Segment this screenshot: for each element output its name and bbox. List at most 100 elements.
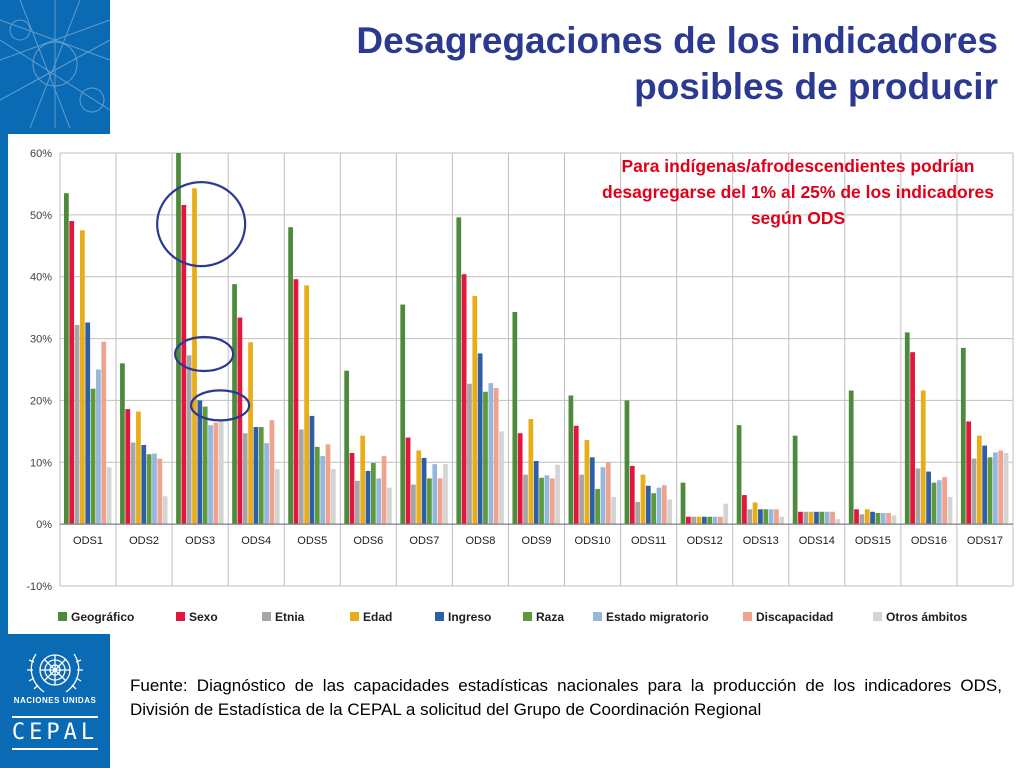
x-tick-label: ODS14 bbox=[799, 535, 835, 547]
bar-ODS3-7 bbox=[213, 422, 219, 525]
bar-ODS9-2 bbox=[523, 474, 528, 525]
x-tick-label: ODS11 bbox=[631, 535, 666, 547]
bar-ODS12-7 bbox=[718, 516, 723, 525]
bar-ODS1-7 bbox=[101, 341, 107, 525]
bar-ODS15-3 bbox=[864, 509, 870, 525]
legend-label: Edad bbox=[363, 610, 392, 624]
bar-ODS4-7 bbox=[269, 420, 275, 525]
bar-ODS16-3 bbox=[920, 390, 926, 525]
bar-ODS8-3 bbox=[472, 295, 478, 525]
bar-ODS3-4 bbox=[197, 400, 203, 525]
bar-ODS10-5 bbox=[595, 488, 600, 525]
bar-ODS2-3 bbox=[136, 411, 141, 525]
legend-swatch bbox=[873, 612, 882, 621]
bar-ODS7-3 bbox=[416, 450, 422, 525]
bar-ODS16-5 bbox=[931, 482, 937, 525]
annotation-text: Para indígenas/afrodescendientes podrían… bbox=[602, 156, 994, 228]
bar-ODS5-0 bbox=[288, 227, 293, 525]
bar-ODS8-7 bbox=[493, 388, 499, 525]
bar-ODS7-2 bbox=[411, 484, 416, 525]
bar-ODS17-6 bbox=[992, 452, 998, 525]
bar-ODS5-6 bbox=[320, 456, 326, 525]
y-tick-label: 0% bbox=[36, 519, 52, 531]
un-emblem-icon bbox=[27, 653, 83, 693]
bar-ODS9-0 bbox=[512, 311, 518, 525]
bar-ODS5-1 bbox=[293, 279, 299, 525]
bar-ODS11-6 bbox=[656, 487, 662, 525]
bar-ODS10-2 bbox=[579, 474, 584, 525]
bar-ODS13-7 bbox=[774, 509, 779, 525]
x-tick-label: ODS1 bbox=[73, 535, 103, 547]
legend-label: Raza bbox=[536, 610, 564, 624]
bar-ODS2-5 bbox=[146, 454, 152, 525]
bar-ODS16-8 bbox=[947, 496, 953, 525]
bar-ODS17-8 bbox=[1003, 453, 1009, 525]
bar-ODS2-2 bbox=[130, 442, 136, 525]
bar-ODS10-8 bbox=[611, 496, 616, 525]
bar-ODS13-4 bbox=[758, 509, 763, 525]
bar-ODS11-8 bbox=[667, 499, 673, 525]
bar-ODS3-0 bbox=[176, 153, 181, 525]
bar-ODS5-4 bbox=[309, 415, 315, 525]
bar-ODS14-6 bbox=[824, 511, 830, 525]
x-tick-label: ODS12 bbox=[687, 535, 723, 547]
page-title: Desagregaciones de los indicadores posib… bbox=[356, 20, 998, 107]
bar-ODS3-2 bbox=[186, 355, 192, 525]
bar-ODS14-7 bbox=[830, 511, 835, 525]
x-tick-label: ODS15 bbox=[855, 535, 891, 547]
bar-ODS8-2 bbox=[467, 383, 472, 525]
bar-ODS3-1 bbox=[181, 204, 187, 525]
bar-ODS14-1 bbox=[798, 511, 803, 525]
bar-ODS17-4 bbox=[982, 445, 988, 525]
bar-ODS4-1 bbox=[237, 317, 243, 525]
bar-ODS12-3 bbox=[696, 516, 702, 525]
bar-ODS9-7 bbox=[549, 478, 555, 525]
bar-ODS1-4 bbox=[85, 322, 91, 525]
bar-ODS6-0 bbox=[344, 370, 350, 525]
y-tick-label: 60% bbox=[30, 148, 52, 160]
bar-ODS13-8 bbox=[779, 516, 785, 525]
bar-ODS5-7 bbox=[325, 444, 331, 525]
bar-ODS16-7 bbox=[942, 477, 948, 525]
bar-ODS12-4 bbox=[702, 516, 707, 525]
bar-ODS14-8 bbox=[835, 519, 841, 525]
bar-ODS7-4 bbox=[421, 457, 427, 525]
bar-ODS15-5 bbox=[875, 513, 881, 525]
bar-ODS16-4 bbox=[926, 471, 931, 525]
bar-ODS13-0 bbox=[736, 425, 742, 525]
x-tick-label: ODS2 bbox=[129, 535, 159, 547]
bar-ODS13-5 bbox=[763, 509, 769, 525]
bar-ODS8-6 bbox=[488, 383, 494, 525]
bar-ODS6-1 bbox=[349, 453, 355, 525]
bar-ODS15-8 bbox=[891, 515, 897, 525]
bar-ODS16-6 bbox=[936, 480, 942, 525]
bar-ODS4-3 bbox=[248, 342, 253, 525]
bar-ODS14-3 bbox=[808, 511, 814, 525]
bar-ODS4-8 bbox=[274, 469, 280, 525]
y-tick-label: 50% bbox=[30, 210, 52, 222]
x-tick-label: ODS8 bbox=[465, 535, 495, 547]
bar-ODS2-6 bbox=[152, 453, 157, 525]
bar-ODS8-5 bbox=[483, 391, 488, 525]
bar-ODS10-6 bbox=[600, 467, 606, 525]
highlight-circle-etnia bbox=[174, 335, 235, 373]
bar-ODS10-1 bbox=[573, 425, 579, 525]
bar-ODS15-2 bbox=[859, 514, 865, 525]
bar-ODS9-5 bbox=[539, 477, 544, 525]
bar-ODS2-0 bbox=[120, 363, 125, 525]
bar-ODS17-1 bbox=[966, 421, 972, 525]
bar-ODS10-4 bbox=[589, 457, 595, 525]
bar-ODS1-6 bbox=[96, 369, 101, 525]
bar-ODS15-1 bbox=[854, 509, 859, 525]
legend-swatch bbox=[262, 612, 271, 621]
bar-ODS17-7 bbox=[998, 450, 1004, 525]
bar-ODS3-8 bbox=[218, 420, 224, 525]
bar-ODS12-5 bbox=[707, 516, 713, 525]
x-tick-label: ODS3 bbox=[185, 535, 215, 547]
bar-ODS1-1 bbox=[69, 221, 75, 525]
bar-ODS5-2 bbox=[298, 429, 304, 525]
x-tick-label: ODS16 bbox=[911, 535, 947, 547]
bar-ODS1-2 bbox=[74, 324, 80, 525]
bar-ODS15-4 bbox=[870, 511, 875, 525]
bar-ODS15-0 bbox=[848, 390, 854, 525]
